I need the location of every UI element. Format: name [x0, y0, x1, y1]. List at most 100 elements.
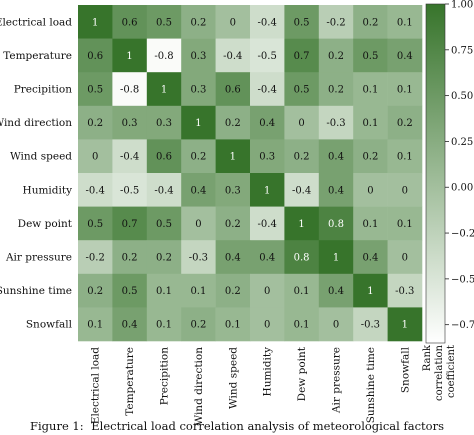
- cell-value-label: 0.4: [122, 320, 138, 331]
- cell-value-label: 0.2: [225, 118, 241, 129]
- cell-value-label: 0: [92, 152, 98, 163]
- column-label: Sunshine time: [365, 347, 377, 423]
- cell-value-label: 0.3: [190, 51, 206, 62]
- cell-value-label: 0: [230, 17, 236, 28]
- heatmap-cell: [318, 307, 354, 342]
- heatmap-cells: 1 0.6 0.5 0.2 0 -0.4 0.5 -0.2 0.2 0.1 0.6 1 -0.8 0.3 -…: [78, 5, 423, 342]
- heatmap-cell: [181, 206, 216, 241]
- cell-value-label: 0.1: [294, 320, 310, 331]
- cell-value-label: 1: [230, 152, 236, 163]
- heatmap-cell: [387, 105, 423, 140]
- cell-value-label: 0.5: [156, 219, 172, 230]
- colorbar-tick-label: −0.50: [451, 274, 474, 285]
- heatmap-cell: [78, 240, 113, 275]
- column-label: Temperature: [124, 347, 136, 416]
- cell-value-label: -0.5: [120, 185, 139, 196]
- cell-value-label: -0.5: [258, 51, 277, 62]
- cell-value-label: 0.3: [122, 118, 138, 129]
- heatmap-cell: [318, 139, 354, 174]
- colorbar-tick-label: −0.75: [451, 320, 474, 331]
- cell-value-label: 1: [264, 185, 270, 196]
- heatmap-cell: [146, 5, 182, 39]
- cell-value-label: 0.1: [362, 85, 378, 96]
- heatmap-cell: [318, 240, 354, 275]
- heatmap-cell: [181, 139, 216, 174]
- cell-value-label: -0.3: [326, 118, 345, 129]
- cell-value-label: 0.4: [362, 253, 378, 264]
- cell-value-label: 1: [126, 51, 132, 62]
- row-labels: Electrical load Temperature Precipition Win…: [0, 16, 73, 330]
- figure-caption: Figure 1: Electrical load correlation an…: [30, 419, 444, 433]
- heatmap-cell: [284, 5, 320, 39]
- column-label: Dew point: [296, 346, 308, 401]
- heatmap-cell: [250, 5, 285, 39]
- heatmap-cell: [250, 139, 285, 174]
- cell-value-label: 0: [402, 185, 408, 196]
- cell-value-label: 0.6: [225, 85, 241, 96]
- heatmap-cell: [78, 206, 113, 241]
- heatmap-cell: [78, 173, 113, 207]
- heatmap-cell: [284, 273, 320, 308]
- row-label: Precipition: [14, 84, 73, 96]
- cell-value-label: 0.4: [328, 286, 344, 297]
- heatmap-cell: [318, 173, 354, 207]
- row-label: Dew point: [18, 218, 73, 230]
- heatmap-cell: [181, 273, 216, 308]
- heatmap-cell: [78, 72, 113, 107]
- cell-value-label: 0.5: [294, 85, 310, 96]
- heatmap-cell: [215, 273, 251, 308]
- cell-value-label: -0.4: [258, 85, 277, 96]
- cell-value-label: 0.1: [362, 118, 378, 129]
- heatmap-cell: [146, 240, 182, 275]
- heatmap-cell: [250, 206, 285, 241]
- cell-value-label: 0.3: [190, 85, 206, 96]
- column-label: Humidity: [262, 347, 274, 397]
- colorbar-tick-label: 0.25: [451, 137, 473, 148]
- heatmap-cell: [215, 105, 251, 140]
- heatmap-cell: [353, 307, 388, 342]
- cell-value-label: 0: [264, 320, 270, 331]
- cell-value-label: -0.4: [86, 185, 105, 196]
- heatmap-cell: [112, 38, 148, 73]
- heatmap-cell: [387, 206, 423, 241]
- cell-value-label: 0.3: [225, 185, 241, 196]
- row-label: Temperature: [3, 50, 72, 62]
- heatmap-cell: [250, 273, 285, 308]
- cell-value-label: 0.1: [225, 320, 241, 331]
- heatmap-cell: [112, 206, 148, 241]
- heatmap-cell: [284, 240, 320, 275]
- cell-value-label: 0.3: [259, 152, 275, 163]
- heatmap-cell: [215, 307, 251, 342]
- heatmap-cell: [250, 240, 285, 275]
- cell-value-label: 0.8: [294, 253, 310, 264]
- cell-value-label: 0.2: [397, 118, 413, 129]
- cell-value-label: -0.3: [189, 253, 208, 264]
- cell-value-label: 0.2: [328, 51, 344, 62]
- heatmap-cell: [112, 173, 148, 207]
- cell-value-label: 0: [333, 320, 339, 331]
- heatmap-cell: [146, 273, 182, 308]
- cell-value-label: 1: [92, 17, 98, 28]
- cell-value-label: 0.2: [190, 320, 206, 331]
- colorbar-label-line: correlation: [434, 344, 445, 400]
- heatmap-cell: [146, 38, 182, 73]
- row-label: Wind speed: [10, 151, 72, 163]
- heatmap-cell: [181, 173, 216, 207]
- cell-value-label: 0.7: [294, 51, 310, 62]
- colorbar-label-line: coefficient: [446, 345, 457, 398]
- cell-value-label: 0.8: [328, 219, 344, 230]
- heatmap-cell: [353, 173, 388, 207]
- heatmap-cell: [215, 206, 251, 241]
- colorbar-tick-label: 0.75: [451, 45, 473, 56]
- cell-value-label: 0.3: [156, 118, 172, 129]
- heatmap-cell: [353, 105, 388, 140]
- heatmap-cell: [78, 38, 113, 73]
- heatmap-cell: [284, 173, 320, 207]
- cell-value-label: 0: [367, 185, 373, 196]
- heatmap-cell: [284, 105, 320, 140]
- cell-value-label: 1: [333, 253, 339, 264]
- heatmap-cell: [284, 206, 320, 241]
- heatmap-cell: [112, 307, 148, 342]
- row-label: Wind direction: [0, 117, 72, 129]
- heatmap-cell: [112, 139, 148, 174]
